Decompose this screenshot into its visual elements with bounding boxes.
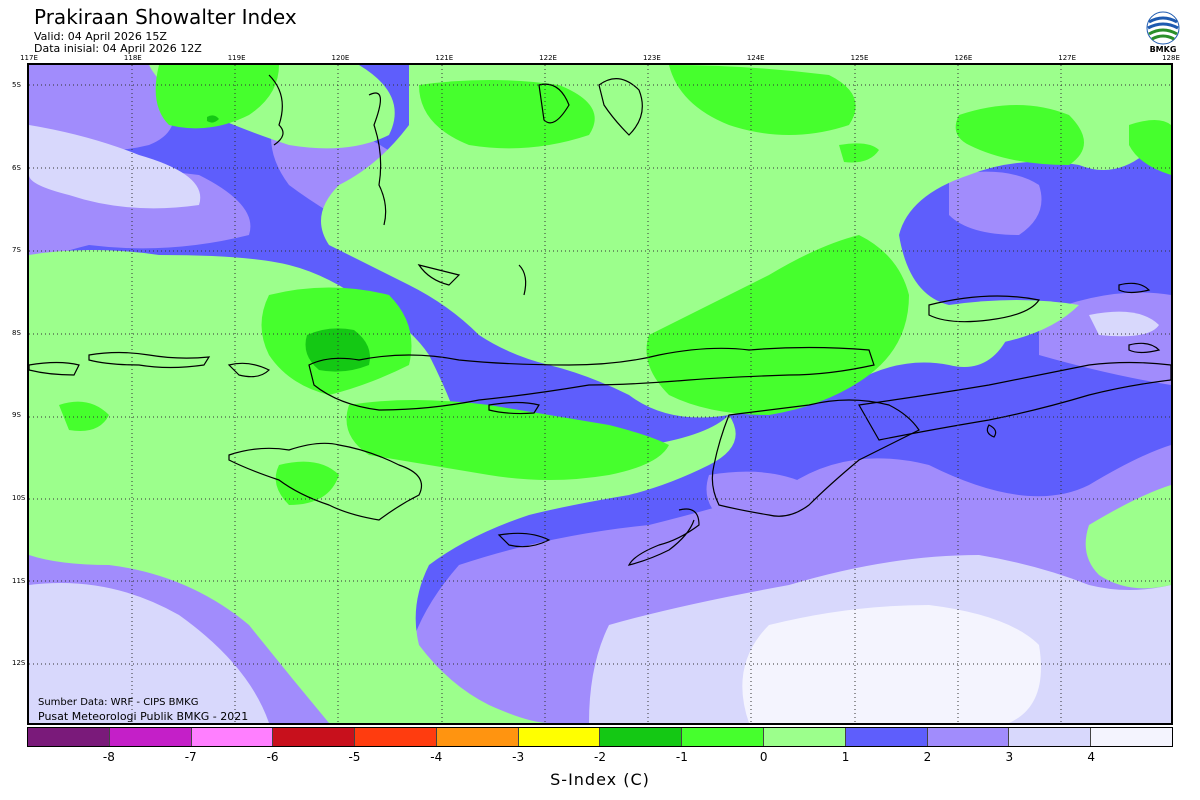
colorbar-tick-label: 3 [1005, 750, 1014, 764]
colorbar-tick-label: -3 [512, 750, 525, 764]
colorbar-swatch [191, 728, 274, 746]
colorbar-swatch [436, 728, 519, 746]
longitude-label: 123E [643, 54, 661, 62]
logo-label: BMKG [1149, 45, 1177, 54]
colorbar-swatch [109, 728, 192, 746]
colorbar-swatch [28, 728, 110, 746]
coastlines [29, 74, 1171, 566]
colorbar-tick-label: 2 [923, 750, 932, 764]
colorbar-swatch [682, 728, 765, 746]
field-neg1-0 [59, 65, 1171, 505]
colorbar-swatch [764, 728, 846, 746]
longitude-label: 125E [850, 54, 869, 62]
colorbar-swatch [927, 728, 1010, 746]
colorbar-swatch [355, 728, 437, 746]
longitude-label: 128E [1162, 54, 1180, 62]
map-title: Prakiraan Showalter Index [34, 5, 297, 29]
colorbar-title: S-Index (C) [550, 770, 650, 789]
longitude-label: 127E [1058, 54, 1077, 62]
colorbar-tick-label: -4 [430, 750, 443, 764]
init-time: Data inisial: 04 April 2026 12Z [34, 42, 202, 55]
longitude-label: 124E [746, 54, 765, 62]
map-field [29, 65, 1171, 723]
latitude-label: 6S [12, 163, 21, 172]
latitude-label: 11S [12, 576, 26, 585]
colorbar-swatch [518, 728, 601, 746]
latitude-label: 7S [12, 246, 21, 255]
latitude-label: 5S [12, 81, 21, 89]
colorbar-tick-label: -6 [266, 750, 279, 764]
graticule [29, 65, 1171, 723]
colorbar-tick-label: -5 [348, 750, 361, 764]
longitude-label: 119E [227, 54, 246, 62]
colorbar-swatch [1091, 728, 1172, 746]
colorbar-swatch [845, 728, 928, 746]
longitude-label: 117E [20, 54, 38, 62]
colorbar [27, 727, 1173, 747]
longitude-label: 118E [123, 54, 142, 62]
bmkg-logo-icon [1146, 11, 1180, 45]
colorbar-tick-label: -2 [594, 750, 606, 764]
longitude-label: 122E [539, 54, 557, 62]
longitude-label: 120E [331, 54, 350, 62]
showalter-index-map [27, 63, 1173, 725]
latitude-label: 10S [12, 494, 26, 502]
colorbar-tick-label: -8 [102, 750, 115, 764]
source-agency: Pusat Meteorologi Publik BMKG - 2021 [38, 710, 249, 723]
latitude-label: 8S [12, 328, 21, 337]
latitude-label: 12S [12, 659, 26, 668]
colorbar-swatch [600, 728, 683, 746]
colorbar-swatch [273, 728, 356, 746]
source-data: Sumber Data: WRF - CIPS BMKG [38, 697, 199, 708]
longitude-label: 121E [435, 54, 454, 62]
valid-time: Valid: 04 April 2026 15Z [34, 30, 167, 43]
colorbar-tick-label: 4 [1087, 750, 1095, 764]
latitude-label: 9S [12, 411, 21, 420]
colorbar-tick-label: -1 [675, 750, 688, 764]
colorbar-swatch [1009, 728, 1092, 746]
longitude-label: 126E [954, 54, 973, 62]
colorbar-tick-label: 1 [841, 750, 850, 764]
colorbar-tick-label: 0 [759, 750, 768, 764]
colorbar-tick-label: -7 [184, 750, 197, 764]
